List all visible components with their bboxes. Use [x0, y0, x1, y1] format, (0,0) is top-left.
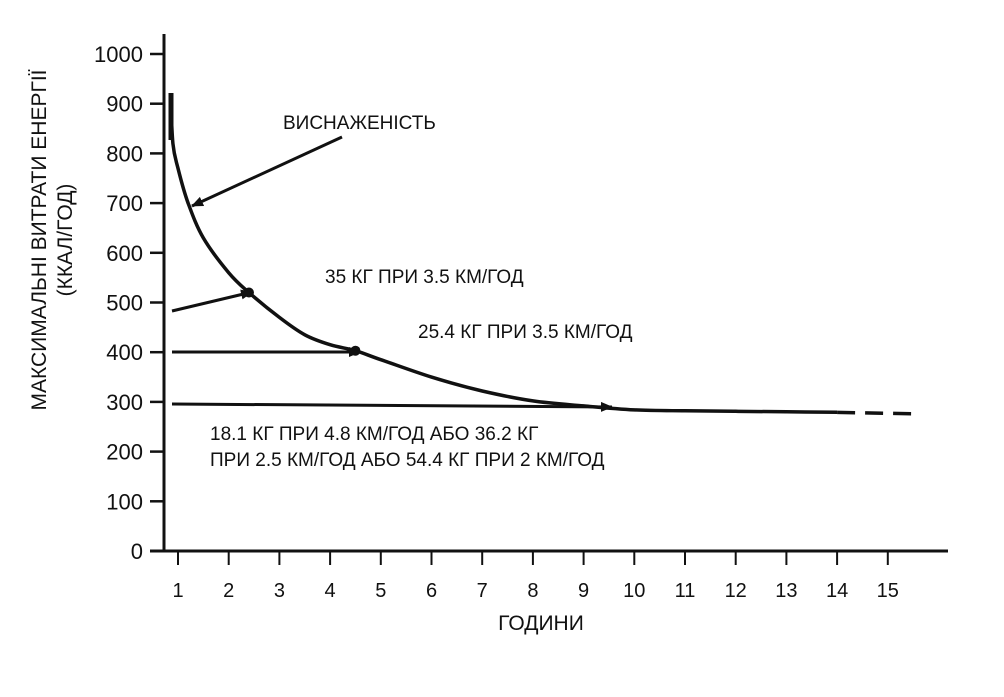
- x-tick-label: 7: [477, 580, 488, 602]
- annotation-load18-line2: ПРИ 2.5 КМ/ГОД АБО 54.4 КГ ПРИ 2 КМ/ГОД: [210, 450, 605, 471]
- x-tick-label: 1: [172, 580, 183, 602]
- y-tick-label: 700: [106, 191, 143, 216]
- y-axis-title-line2: (ККАЛ/ГОД): [54, 184, 77, 297]
- x-tick-label: 11: [675, 580, 696, 602]
- y-tick-label: 1000: [94, 42, 143, 67]
- load18-arrow: [171, 401, 613, 412]
- y-tick-label: 400: [106, 340, 143, 365]
- x-tick-label: 14: [826, 580, 848, 602]
- x-tick-label: 8: [527, 580, 538, 602]
- y-tick-label: 100: [106, 489, 143, 514]
- annotation-load35: 35 КГ ПРИ 3.5 КМ/ГОД: [325, 267, 524, 288]
- y-tick-label: 900: [106, 92, 143, 117]
- curve-points: [243, 287, 361, 356]
- exhaustion-arrow: [191, 135, 343, 208]
- y-tick-label: 200: [106, 440, 143, 465]
- energy-curve-dashed-extension: [837, 410, 914, 416]
- y-tick-label: 800: [106, 141, 143, 166]
- load35-arrow: [171, 289, 253, 313]
- y-tick-label: 300: [106, 390, 143, 415]
- x-tick-label: 5: [375, 580, 386, 602]
- x-tick-label: 6: [426, 580, 437, 602]
- x-tick-label: 10: [623, 580, 645, 602]
- x-tick-label: 4: [325, 580, 336, 602]
- x-axis-title: ГОДИНИ: [498, 612, 584, 635]
- x-axis-ticks: 1 2 3 4 5 6 7 8 9 10 11 12 13 14 15: [172, 551, 899, 602]
- annotation-exhaustion: ВИСНАЖЕНІСТЬ: [283, 113, 436, 134]
- annotation-load18-line1: 18.1 КГ ПРИ 4.8 КМ/ГОД АБО 36.2 КГ: [210, 424, 538, 445]
- x-tick-label: 13: [775, 580, 797, 602]
- y-axis-title-line1: МАКСИМАЛЬНІ ВИТРАТИ ЕНЕРГІЇ: [28, 69, 51, 410]
- x-tick-label: 3: [274, 580, 285, 602]
- y-axis-ticks: 0 100 200 300 400 500 600 700 800 900 1000: [94, 42, 164, 564]
- y-tick-label: 500: [106, 291, 143, 316]
- x-tick-label: 9: [578, 580, 589, 602]
- x-tick-label: 2: [223, 580, 234, 602]
- energy-curve: [168, 93, 838, 415]
- y-tick-label: 600: [106, 241, 143, 266]
- x-tick-label: 15: [877, 580, 899, 602]
- y-tick-label: 0: [131, 539, 143, 564]
- x-tick-label: 12: [725, 580, 747, 602]
- annotation-load25: 25.4 КГ ПРИ 3.5 КМ/ГОД: [418, 322, 633, 343]
